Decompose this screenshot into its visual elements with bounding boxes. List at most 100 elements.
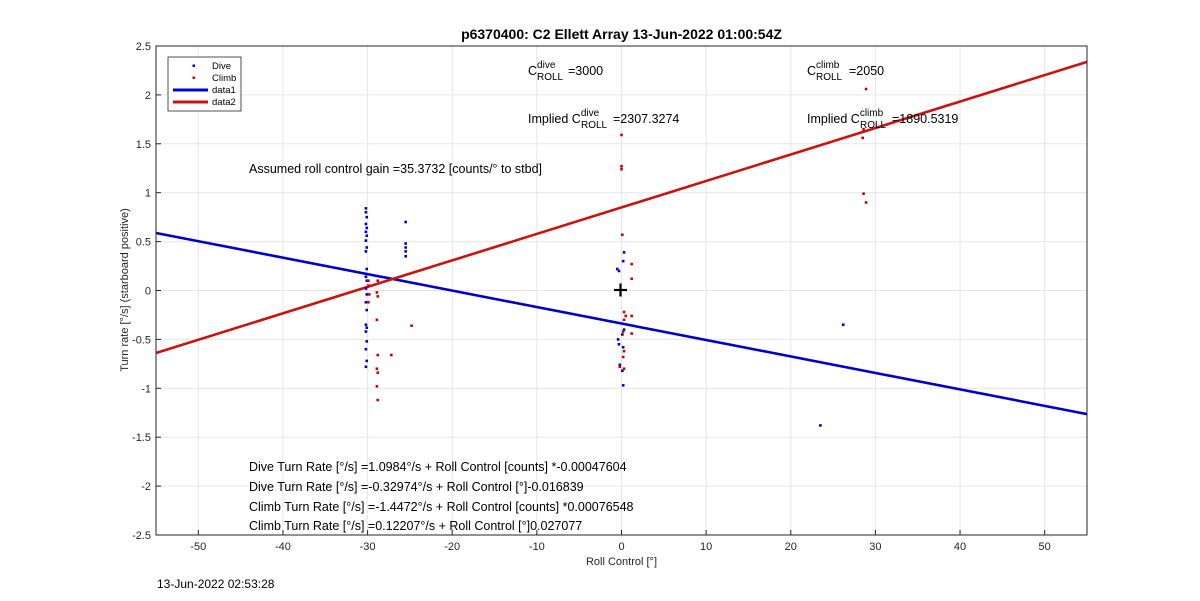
- climb-point: [367, 300, 370, 304]
- dive-point: [365, 246, 369, 249]
- dive-point: [841, 323, 845, 327]
- x-tick-label: 0: [618, 541, 624, 553]
- dive-point: [617, 269, 621, 273]
- climb-degrees-equation: Climb Turn Rate [°/s] =0.12207°/s + Roll…: [249, 519, 582, 533]
- dive-point: [621, 259, 625, 263]
- climb-point: [620, 133, 623, 137]
- legend-data2-label: data2: [212, 97, 236, 108]
- x-tick-label: 10: [700, 541, 712, 553]
- legend-dive-label: Dive: [212, 61, 231, 72]
- climb-point: [621, 330, 625, 333]
- origin-marker: [614, 283, 627, 297]
- dive-point: [621, 345, 625, 349]
- climb-point: [375, 318, 379, 322]
- y-tick-label: 2.5: [136, 41, 151, 53]
- climb-point: [375, 385, 379, 388]
- climb-point: [864, 201, 868, 204]
- implied-climb-prefix: Implied: [807, 112, 851, 126]
- climb-point: [630, 314, 633, 318]
- c-roll-climb-base: C: [807, 64, 816, 78]
- y-tick-label: 0: [145, 286, 151, 298]
- fit-lines: [155, 60, 1088, 416]
- dive-point: [819, 424, 822, 427]
- dive-point: [365, 359, 369, 363]
- climb-point: [375, 291, 379, 294]
- dive-point: [364, 323, 368, 327]
- dive-point: [365, 308, 369, 312]
- c-roll-dive-base: C: [528, 64, 537, 78]
- dive-point: [364, 300, 368, 304]
- climb-point: [376, 371, 380, 374]
- climb-point: [376, 295, 380, 298]
- climb-counts-equation: Climb Turn Rate [°/s] =-1.4472°/s + Roll…: [249, 500, 634, 514]
- climb-point: [618, 365, 622, 369]
- x-tick-label: -20: [444, 541, 460, 553]
- x-axis-label: Roll Control [°]: [586, 556, 657, 568]
- climb-point: [376, 279, 380, 283]
- implied-dive-sup: dive: [581, 108, 600, 119]
- dive-point: [365, 326, 369, 329]
- climb-point: [620, 164, 623, 168]
- dive-point: [365, 234, 369, 238]
- dive-point: [618, 363, 622, 367]
- dive-degrees-equation: Dive Turn Rate [°/s] =-0.32974°/s + Roll…: [249, 480, 584, 494]
- dive-point: [617, 342, 621, 346]
- dive-point: [364, 210, 368, 214]
- dive-point: [364, 330, 368, 333]
- climb-point: [410, 324, 413, 328]
- x-tick-label: -10: [529, 541, 545, 553]
- dive-point: [404, 220, 407, 224]
- climb-point: [376, 353, 380, 357]
- climb-point: [861, 136, 865, 140]
- y-tick-label: 2: [145, 90, 151, 102]
- dive-point: [365, 293, 369, 296]
- plot-frame: [155, 45, 1088, 536]
- x-tick-label: 20: [785, 541, 797, 553]
- footer-timestamp: 13-Jun-2022 02:53:28: [157, 577, 275, 591]
- dive-point: [364, 347, 368, 351]
- dive-point: [364, 275, 368, 279]
- climb-point: [376, 398, 380, 402]
- c-roll-climb-value: =2050: [849, 64, 884, 78]
- dive-point: [622, 251, 626, 254]
- dive-point: [621, 384, 625, 387]
- dive-point: [404, 246, 407, 249]
- climb-point: [389, 353, 393, 357]
- climb-point: [367, 279, 370, 283]
- c-roll-climb-sub: ROLL: [816, 72, 843, 83]
- dive-point: [365, 267, 369, 271]
- climb-point: [367, 293, 371, 296]
- implied-climb-value: =1890.5319: [892, 112, 958, 126]
- x-tick-label: -50: [190, 541, 206, 553]
- climb-point: [622, 318, 626, 322]
- x-tick-label: -30: [360, 541, 376, 553]
- legend-climb-marker: [192, 76, 195, 79]
- y-tick-label: 0.5: [136, 237, 151, 249]
- y-tick-label: 1.5: [136, 139, 151, 151]
- y-tick-labels: -2.5 -2 -1.5 -1 -0.5 0 0.5 1 1.5 2 2.5: [132, 41, 151, 542]
- implied-dive-sub: ROLL: [581, 120, 608, 131]
- y-tick-label: -1: [141, 383, 151, 395]
- dive-point: [404, 242, 407, 245]
- climb-point: [621, 355, 625, 359]
- dive-point: [364, 222, 368, 226]
- dive-point: [365, 215, 369, 219]
- dive-point: [622, 328, 626, 331]
- dive-point: [364, 207, 368, 210]
- c-roll-dive-annotation: Cdive: [528, 60, 556, 78]
- dive-point: [404, 254, 407, 258]
- climb-point: [621, 233, 624, 237]
- y-tick-label: -1.5: [132, 432, 151, 444]
- data1-fit-line: [155, 231, 1088, 416]
- x-tick-labels: -50 -40 -30 -20 -10 0 10 20 30 40 50: [190, 541, 1050, 553]
- implied-climb-annotation: Implied Cclimb: [807, 108, 884, 126]
- y-tick-label: -0.5: [132, 334, 151, 346]
- data2-fit-line: [155, 60, 1088, 355]
- climb-point: [630, 277, 633, 281]
- dive-point: [365, 279, 369, 283]
- climb-point: [630, 332, 633, 335]
- c-roll-dive-sub: ROLL: [537, 72, 564, 83]
- c-roll-climb-sup: climb: [816, 60, 840, 71]
- legend-data1-label: data1: [212, 85, 236, 96]
- roll-gain-annotation: Assumed roll control gain =35.3732 [coun…: [249, 162, 542, 176]
